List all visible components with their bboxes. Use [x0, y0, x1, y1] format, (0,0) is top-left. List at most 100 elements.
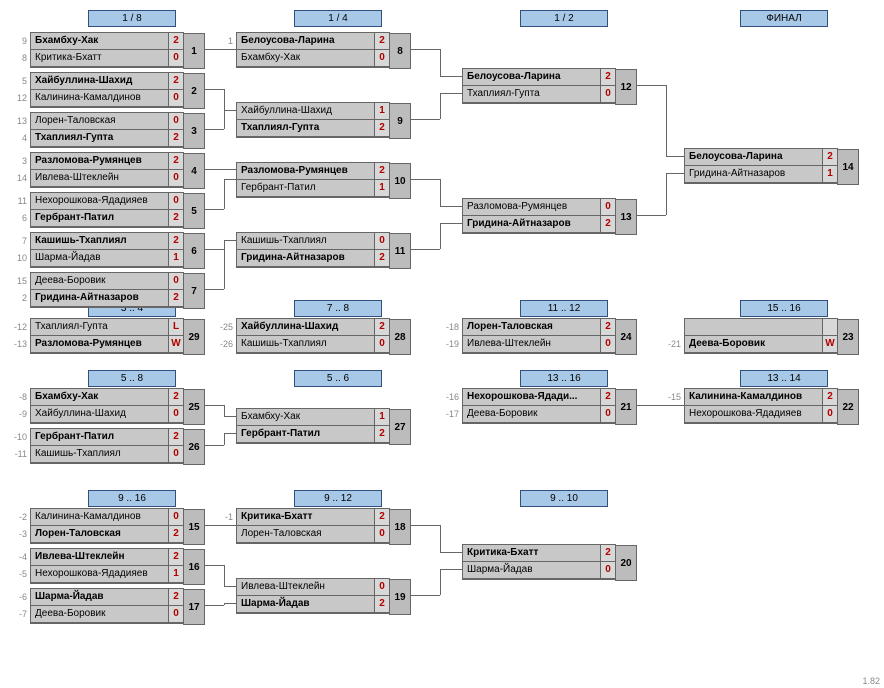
player-score: 0: [169, 50, 183, 66]
bracket-connector: [224, 249, 225, 289]
player-name: Разломова-Румянцев: [31, 153, 169, 169]
player-score: 0: [601, 86, 615, 102]
player-name: Ивлева-Штеклейн: [237, 579, 375, 595]
player-score: 2: [375, 509, 389, 525]
match-row: -25Хайбуллина-Шахид2: [237, 319, 389, 336]
match-row: Ивлева-Штеклейн0: [237, 579, 389, 596]
seed-number: -4: [9, 549, 27, 565]
player-name: Деева-Боровик: [31, 273, 169, 289]
match-box: Критика-Бхатт2Шарма-Йадав020: [462, 544, 616, 580]
player-name: Шарма-Йадав: [237, 596, 375, 612]
bracket-connector: [204, 525, 236, 526]
player-score: 0: [169, 113, 183, 129]
player-name: Шарма-Йадав: [463, 562, 601, 578]
player-score: [823, 319, 837, 335]
bracket-connector: [410, 49, 440, 50]
seed-number: 15: [9, 273, 27, 289]
bracket-connector: [204, 89, 224, 90]
match-number: 7: [183, 273, 205, 309]
round-header: 5 .. 8: [88, 370, 176, 387]
bracket-connector: [440, 49, 441, 76]
match-number: 23: [837, 319, 859, 355]
match-row: -3Лорен-Таловская2: [31, 526, 183, 543]
match-row: -7Деева-Боровик0: [31, 606, 183, 623]
bracket-connector: [204, 49, 236, 50]
match-box: 9Бхамбху-Хак28Критика-Бхатт01: [30, 32, 184, 68]
match-row: -4Ивлева-Штеклейн2: [31, 549, 183, 566]
seed-number: -25: [215, 319, 233, 335]
match-box: -21Деева-БоровикW23: [684, 318, 838, 354]
seed-number: -8: [9, 389, 27, 405]
match-row: 13Лорен-Таловская0: [31, 113, 183, 130]
player-name: Лорен-Таловская: [31, 113, 169, 129]
player-name: Нехорошкова-Ядади...: [463, 389, 601, 405]
match-number: 25: [183, 389, 205, 425]
match-row: 2Гридина-Айтназаров2: [31, 290, 183, 307]
player-score: 0: [601, 199, 615, 215]
match-row: Белоусова-Ларина2: [685, 149, 837, 166]
match-row: 11Нехорошкова-Ядадияев0: [31, 193, 183, 210]
match-row: Белоусова-Ларина2: [463, 69, 615, 86]
match-number: 19: [389, 579, 411, 615]
round-header: 11 .. 12: [520, 300, 608, 317]
round-header: 9 .. 12: [294, 490, 382, 507]
bracket-connector: [204, 129, 224, 130]
seed-number: 13: [9, 113, 27, 129]
player-name: Хайбуллина-Шахид: [31, 406, 169, 422]
player-score: 2: [375, 426, 389, 442]
player-name: Нехорошкова-Ядадияев: [31, 193, 169, 209]
bracket-connector: [410, 595, 440, 596]
match-number: 27: [389, 409, 411, 445]
bracket-connector: [204, 405, 224, 406]
match-number: 20: [615, 545, 637, 581]
bracket-connector: [440, 93, 441, 119]
player-name: Ивлева-Штеклейн: [31, 170, 169, 186]
player-score: L: [169, 319, 183, 335]
match-number: 28: [389, 319, 411, 355]
player-score: 2: [169, 233, 183, 249]
player-score: 0: [169, 446, 183, 462]
player-name: Критика-Бхатт: [31, 50, 169, 66]
round-header: 9 .. 16: [88, 490, 176, 507]
player-name: Нехорошкова-Ядадияев: [685, 406, 823, 422]
bracket-connector: [224, 405, 225, 416]
bracket-connector: [666, 156, 684, 157]
bracket-connector: [666, 173, 684, 174]
bracket-connector: [224, 586, 236, 587]
match-row: -13Разломова-РумянцевW: [31, 336, 183, 353]
match-box: 1Белоусова-Ларина2Бхамбху-Хак08: [236, 32, 390, 68]
match-box: -18Лорен-Таловская2-19Ивлева-Штеклейн024: [462, 318, 616, 354]
player-name: Кашишь-Тхаплиял: [237, 336, 375, 352]
player-name: Белоусова-Ларина: [463, 69, 601, 85]
player-name: Тхаплиял-Гупта: [31, 130, 169, 146]
seed-number: 7: [9, 233, 27, 249]
player-name: Гридина-Айтназаров: [463, 216, 601, 232]
player-name: Хайбуллина-Шахид: [31, 73, 169, 89]
player-name: Гербрант-Патил: [31, 210, 169, 226]
match-box: Бхамбху-Хак1Гербрант-Патил227: [236, 408, 390, 444]
match-number: 4: [183, 153, 205, 189]
round-header: 15 .. 16: [740, 300, 828, 317]
match-row: -11Кашишь-Тхаплиял0: [31, 446, 183, 463]
bracket-connector: [224, 603, 236, 604]
match-number: 8: [389, 33, 411, 69]
round-header: 1 / 4: [294, 10, 382, 27]
player-score: 2: [601, 69, 615, 85]
player-score: 2: [169, 33, 183, 49]
seed-number: -11: [9, 446, 27, 462]
player-name: Калинина-Камалдинов: [685, 389, 823, 405]
seed-number: -15: [663, 389, 681, 405]
seed-number: 5: [9, 73, 27, 89]
bracket-connector: [410, 119, 440, 120]
match-box: Кашишь-Тхаплиял0Гридина-Айтназаров211: [236, 232, 390, 268]
player-score: 2: [601, 319, 615, 335]
seed-number: 2: [9, 290, 27, 306]
bracket-connector: [224, 433, 225, 445]
seed-number: -12: [9, 319, 27, 335]
seed-number: -10: [9, 429, 27, 445]
match-number: 9: [389, 103, 411, 139]
match-number: 16: [183, 549, 205, 585]
bracket-connector: [410, 179, 440, 180]
bracket-connector: [636, 405, 684, 406]
match-row: -10Гербрант-Патил2: [31, 429, 183, 446]
